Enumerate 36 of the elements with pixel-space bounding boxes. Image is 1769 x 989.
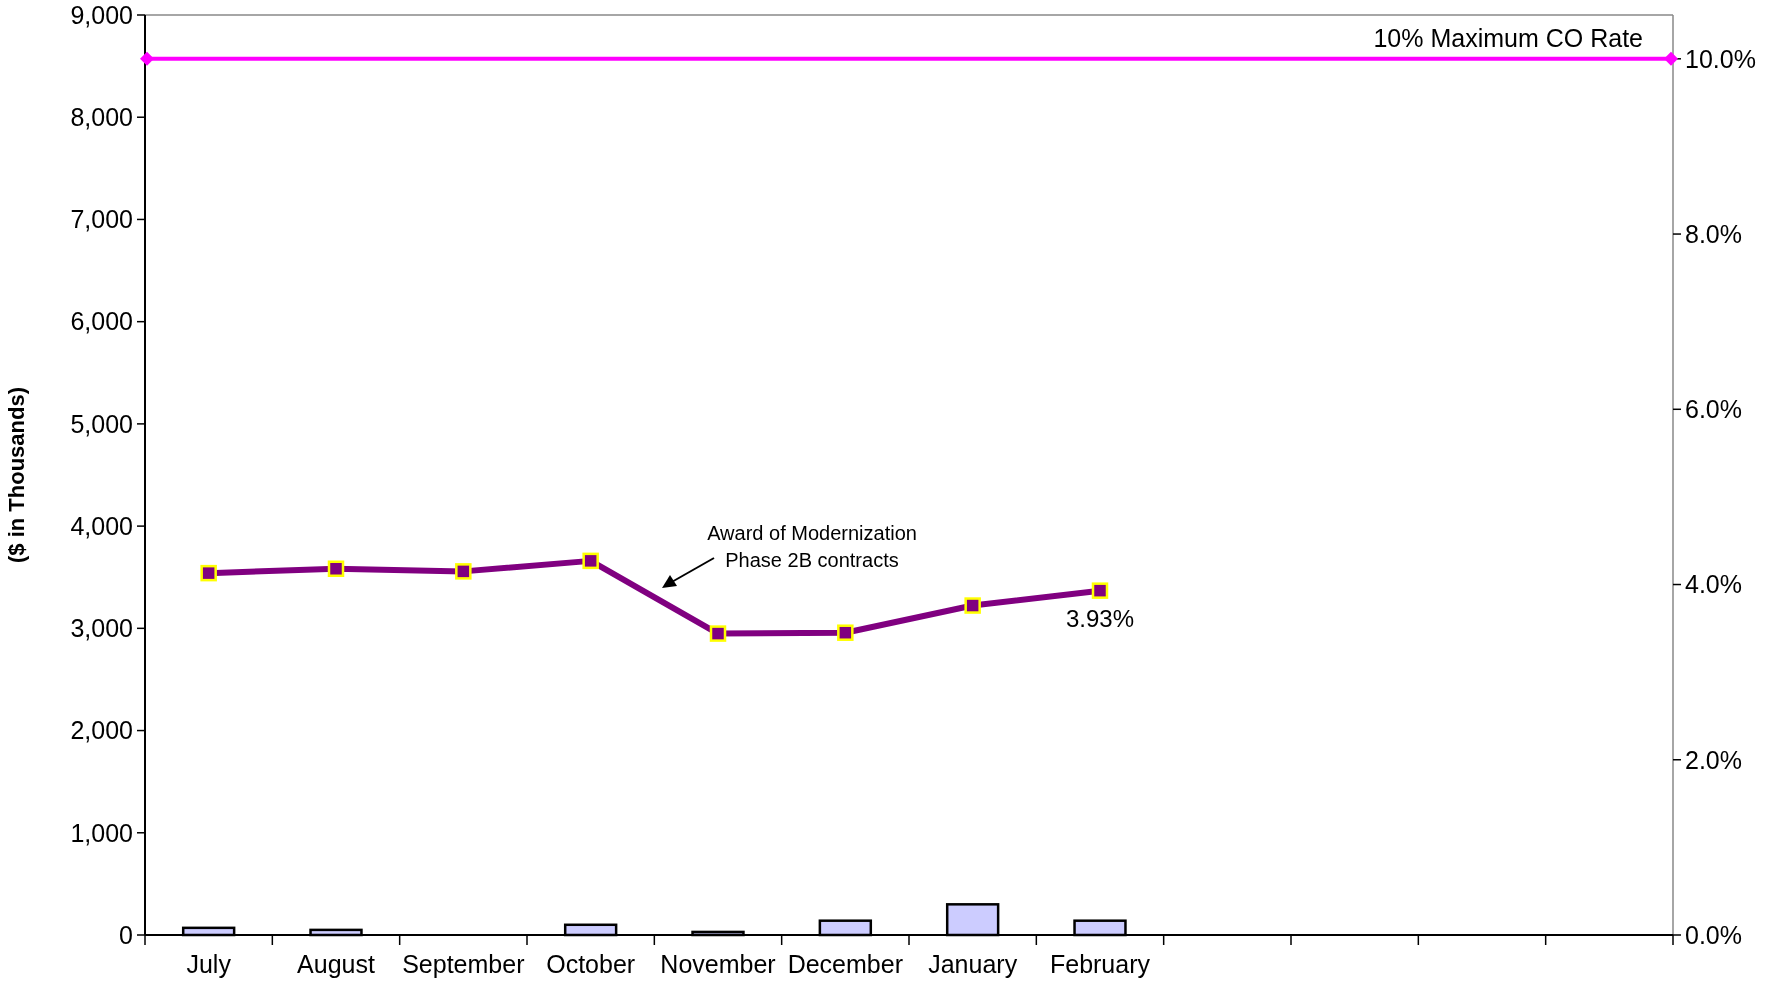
y-tick-label: 7,000 bbox=[70, 205, 133, 234]
point bbox=[200, 564, 217, 582]
x-tick-label: December bbox=[787, 950, 903, 978]
y2-tick-label: 10.0% bbox=[1685, 44, 1756, 73]
point bbox=[455, 563, 472, 580]
y2-tick-label: 6.0% bbox=[1685, 395, 1742, 424]
y2-tick-label: 0.0% bbox=[1685, 920, 1742, 949]
point bbox=[709, 625, 727, 642]
point bbox=[582, 552, 599, 570]
y-tick-label: 2,000 bbox=[70, 716, 133, 745]
point bbox=[327, 560, 345, 577]
y-tick-label: 1,000 bbox=[70, 818, 133, 847]
x-tick-label: July bbox=[186, 950, 232, 978]
y-tick-label: 6,000 bbox=[70, 307, 133, 336]
x-tick-label: September bbox=[402, 950, 525, 978]
x-tick-label: January bbox=[928, 950, 1018, 978]
data-label: 3.93% bbox=[1065, 604, 1135, 632]
y-axis-title: ($ in Thousands) bbox=[4, 387, 29, 563]
y-tick-label: 3,000 bbox=[70, 614, 133, 643]
x-tick-label: August bbox=[297, 950, 375, 978]
y-tick-label: 5,000 bbox=[70, 409, 133, 438]
annotation: Award of Modernization Phase 2B contracts bbox=[707, 522, 917, 571]
x-tick-label: February bbox=[1049, 950, 1151, 978]
point bbox=[1091, 582, 1109, 599]
point bbox=[964, 597, 981, 614]
x-tick-label: October bbox=[546, 950, 636, 978]
y-tick-label: 0 bbox=[119, 920, 133, 949]
y-tick-label: 9,000 bbox=[70, 0, 133, 29]
y2-tick-label: 8.0% bbox=[1685, 219, 1742, 248]
point bbox=[837, 624, 854, 641]
y-tick-label: 8,000 bbox=[70, 102, 133, 131]
y2-tick-label: 4.0% bbox=[1685, 570, 1742, 599]
ref-line-label: 10% Maximum CO Rate bbox=[1373, 23, 1643, 52]
y-tick-label: 4,000 bbox=[70, 511, 133, 540]
x-tick-label: November bbox=[660, 950, 776, 978]
y2-tick-label: 2.0% bbox=[1685, 745, 1742, 774]
